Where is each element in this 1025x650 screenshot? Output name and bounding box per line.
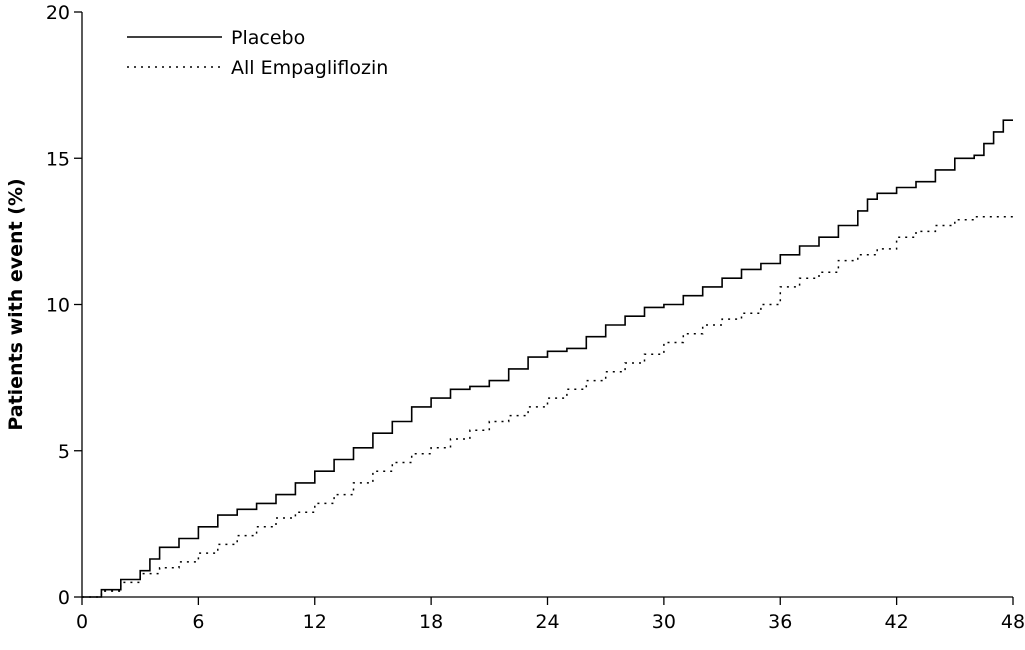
x-tick-label: 42: [885, 611, 909, 633]
x-tick-label: 36: [768, 611, 792, 633]
axes: 0 5 10 15 20 0 6 12 18 24 30 36 42 48: [46, 2, 1025, 633]
y-tick-label: 15: [46, 148, 70, 170]
y-axis-title: Patients with event (%): [5, 178, 27, 430]
series-line-placebo: [82, 119, 1013, 598]
x-tick-label: 6: [192, 611, 204, 633]
x-tick-label: 48: [1001, 611, 1025, 633]
x-tick-label: 12: [303, 611, 327, 633]
x-tick-label: 18: [419, 611, 443, 633]
legend: Placebo All Empagliflozin: [127, 27, 388, 79]
y-tick-label: 10: [46, 295, 70, 317]
legend-label: All Empagliflozin: [231, 57, 388, 79]
y-tick-label: 20: [46, 2, 70, 24]
x-tick-label: 30: [652, 611, 676, 633]
x-tick-label: 0: [76, 611, 88, 633]
y-tick-label: 0: [58, 587, 70, 609]
series-layer: [82, 119, 1013, 598]
legend-label: Placebo: [231, 27, 305, 49]
y-tick-label: 5: [58, 441, 70, 463]
x-tick-label: 24: [535, 611, 559, 633]
series-line-empagliflozin: [82, 216, 1013, 598]
